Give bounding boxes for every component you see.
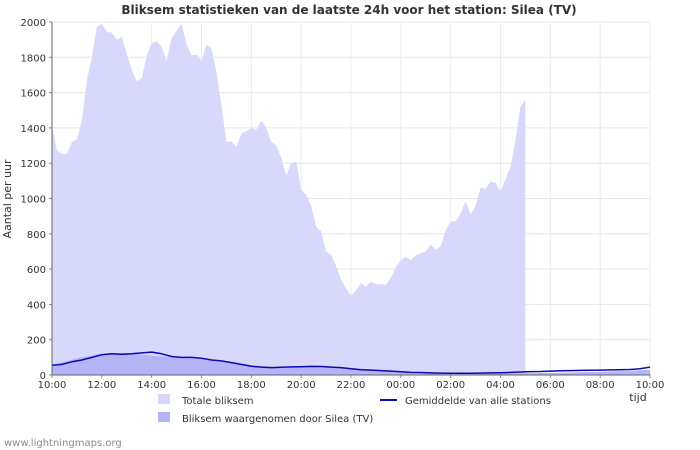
chart-title: Bliksem statistieken van de laatste 24h … <box>121 3 576 17</box>
x-tick-label: 12:00 <box>87 380 116 391</box>
y-tick-label: 0 <box>40 371 46 382</box>
x-tick-label: 06:00 <box>536 380 565 391</box>
x-tick-label: 10:00 <box>636 380 665 391</box>
legend-label-station: Bliksem waargenomen door Silea (TV) <box>182 414 373 425</box>
x-tick-label: 00:00 <box>386 380 415 391</box>
legend-label-average: Gemiddelde van alle stations <box>405 396 551 407</box>
legend: Totale bliksem Bliksem waargenomen door … <box>158 394 551 425</box>
x-tick-label: 04:00 <box>486 380 515 391</box>
x-tick-label: 20:00 <box>287 380 316 391</box>
footer-credit: www.lightningmaps.org <box>4 438 122 449</box>
y-tick-label: 200 <box>27 336 46 347</box>
y-tick-label: 1800 <box>21 53 46 64</box>
x-tick-label: 14:00 <box>137 380 166 391</box>
series-gemiddelde-van-alle-stations-line <box>51 351 651 374</box>
x-tick-label: 22:00 <box>337 380 366 391</box>
series-layer <box>51 23 651 376</box>
legend-swatch-total <box>158 394 170 404</box>
y-tick-label: 600 <box>27 265 46 276</box>
x-axis-label: tijd <box>629 391 646 404</box>
x-tick-label: 10:00 <box>38 380 67 391</box>
y-tick-label: 1400 <box>21 124 46 135</box>
x-tick-label: 08:00 <box>586 380 615 391</box>
x-tick-label: 18:00 <box>237 380 266 391</box>
y-axis-label: Aantal per uur <box>1 159 14 239</box>
y-tick-label: 800 <box>27 230 46 241</box>
x-tick-label: 02:00 <box>436 380 465 391</box>
axes: 0 200 400 600 800 1000 1200 1400 1600 1800 2000 10:… <box>21 18 665 391</box>
series-bliksem-waargenomen-door-silea-tv-area <box>52 352 650 375</box>
series-totale-bliksem-area <box>52 23 526 376</box>
legend-swatch-station <box>158 412 170 422</box>
x-tick-label: 16:00 <box>187 380 216 391</box>
y-tick-label: 400 <box>27 300 46 311</box>
y-tick-label: 1600 <box>21 89 46 100</box>
legend-label-total: Totale bliksem <box>181 396 253 407</box>
y-tick-label: 1000 <box>21 195 46 206</box>
y-tick-label: 2000 <box>21 18 46 29</box>
y-tick-label: 1200 <box>21 159 46 170</box>
